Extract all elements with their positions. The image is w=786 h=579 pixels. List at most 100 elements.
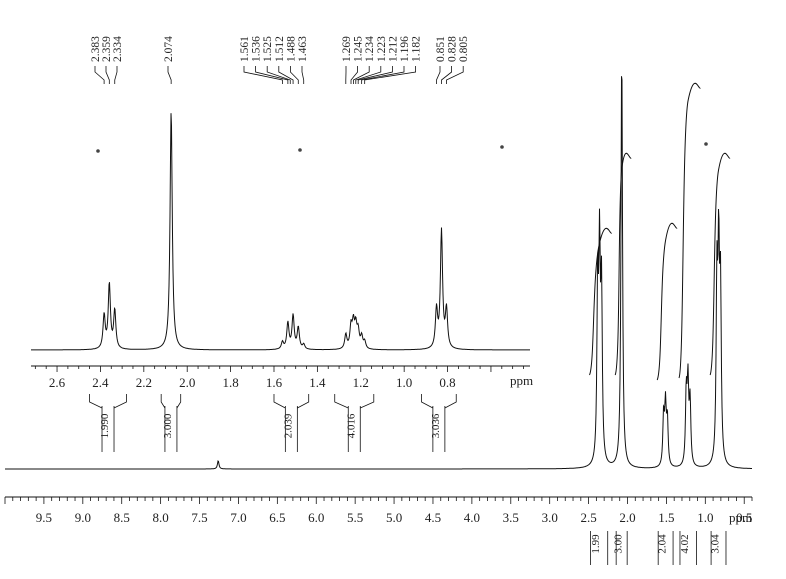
- peak-label: 2.334: [112, 36, 124, 62]
- peak-label-leader: [352, 66, 370, 84]
- peak-label: 1.234: [364, 36, 376, 62]
- peak-label: 1.561: [239, 36, 251, 62]
- peak-label: 0.851: [435, 36, 447, 62]
- main-axis-tick-label: 9.5: [36, 510, 52, 525]
- main-axis-tick-label: 5.0: [386, 510, 402, 525]
- inset-integral-bracket: [421, 394, 457, 409]
- peak-label-leader: [255, 66, 289, 84]
- inset-integral-value: 2.039: [282, 413, 294, 438]
- inset-axis-tick-label: 2.0: [179, 375, 195, 390]
- main-integral-value: 4.02: [679, 534, 691, 553]
- main-axis-tick-label: 4.5: [425, 510, 441, 525]
- main-axis-tick-label: 2.5: [580, 510, 596, 525]
- peak-label-leader: [350, 66, 358, 84]
- peak-label-leader: [355, 66, 382, 84]
- main-integrals: 1.99 3.00 2.04 4.02 3.04: [589, 83, 731, 565]
- peak-label-leader: [266, 66, 291, 84]
- main-axis-tick-label: 3.5: [503, 510, 519, 525]
- peak-label: 0.828: [447, 36, 459, 62]
- dot-marker: [96, 149, 100, 153]
- inset-integral-bracket: [334, 394, 375, 409]
- peak-label-leader: [301, 66, 305, 84]
- peak-label-leader: [446, 66, 464, 84]
- inset-x-axis: 2.6 2.4 2.2 2.0 1.8 1.6 1.4 1.2 1.0 0.8: [31, 365, 530, 390]
- main-integral-curve: [589, 228, 613, 376]
- main-axis-tick-label: 2.0: [619, 510, 635, 525]
- main-spectrum-trace: [5, 76, 752, 470]
- inset-integral-bracket: [89, 394, 127, 409]
- peak-label: 1.525: [262, 36, 274, 62]
- main-spectrum: [5, 76, 752, 470]
- main-axis-tick-label: 4.0: [464, 510, 480, 525]
- peak-label-leader: [167, 66, 172, 84]
- dot-marker: [298, 148, 302, 152]
- inset-integral-value: 3.036: [430, 413, 442, 438]
- main-axis-tick-label: 0.5: [736, 510, 752, 525]
- main-integral-value: 3.00: [613, 534, 625, 554]
- peak-label: 2.359: [101, 36, 113, 62]
- inset-axis-tick-label: 1.2: [353, 375, 369, 390]
- inset-axis-tick-label: 2.6: [49, 375, 66, 390]
- main-integral-curve: [709, 153, 731, 376]
- peak-label-leader: [278, 66, 294, 84]
- peak-label: 1.182: [411, 36, 423, 62]
- peak-label-leader: [243, 66, 283, 84]
- peak-label-leader: [361, 66, 405, 84]
- inset-integral-value: 1.990: [99, 413, 111, 438]
- peak-label: 1.196: [399, 36, 411, 62]
- inset-spectrum: [31, 113, 530, 351]
- peak-label-leader: [357, 66, 393, 84]
- peak-label: 1.463: [297, 36, 309, 62]
- inset-integral-value: 4.016: [345, 413, 357, 438]
- inset-integral-bracket: [273, 394, 310, 409]
- peak-label: 1.488: [285, 36, 297, 62]
- main-axis-tick-label: 8.0: [153, 510, 169, 525]
- inset-spectrum-trace: [31, 113, 530, 351]
- inset-axis-tick-label: 1.4: [309, 375, 326, 390]
- peak-label: 1.536: [251, 36, 263, 62]
- main-axis-tick-label: 7.5: [191, 510, 207, 525]
- main-axis-tick-label: 8.5: [114, 510, 130, 525]
- inset-integrals: 1.990 3.000 2.039 4.016 3.036: [89, 394, 457, 452]
- main-x-axis: 9.5 9.0 8.5 8.0 7.5 7.0 6.5 6.0 5.5 5.0 4.5 4.0 3.5 3…: [4, 496, 753, 525]
- main-x-axis-label: ppm: [729, 510, 752, 525]
- dot-marker: [500, 145, 504, 149]
- peak-label-leader: [94, 66, 105, 84]
- peak-label-leader: [114, 66, 118, 84]
- peak-label: 1.223: [376, 36, 388, 62]
- dot-marker: [704, 142, 708, 146]
- peak-label: 1.212: [387, 36, 399, 62]
- main-axis-tick-label: 5.5: [347, 510, 363, 525]
- inset-axis-tick-label: 2.2: [136, 375, 152, 390]
- peak-label: 2.074: [163, 36, 175, 62]
- peak-label-leader: [290, 66, 299, 84]
- main-axis-tick-label: 1.5: [658, 510, 674, 525]
- peak-label: 0.805: [458, 36, 470, 62]
- peak-label-leader: [441, 66, 452, 84]
- peak-label-leader: [364, 66, 416, 84]
- main-integral-curve: [614, 153, 632, 376]
- main-integral-value: 1.99: [590, 534, 602, 554]
- inset-integral-value: 3.000: [162, 413, 174, 438]
- peak-labels: 2.383 2.359 2.334 2.074 1.561 1.536 1.525 1.512…: [90, 36, 470, 84]
- peak-label-leader: [436, 66, 441, 84]
- main-integral-curve: [678, 83, 701, 379]
- main-axis-tick-label: 6.5: [269, 510, 285, 525]
- main-axis-tick-label: 1.0: [697, 510, 713, 525]
- peak-label: 1.245: [353, 36, 365, 62]
- inset-integral-bracket: [160, 394, 182, 409]
- dot-markers: [96, 142, 708, 153]
- main-axis-tick-label: 7.0: [230, 510, 246, 525]
- inset-axis-tick-label: 1.6: [266, 375, 283, 390]
- main-integral-curve: [656, 223, 678, 381]
- inset-axis-tick-label: 2.4: [92, 375, 109, 390]
- peak-label: 1.512: [274, 36, 286, 62]
- inset-axis-tick-label: 0.8: [439, 375, 455, 390]
- main-axis-tick-label: 3.0: [542, 510, 558, 525]
- inset-x-axis-label: ppm: [510, 373, 533, 388]
- main-integral-value: 3.04: [710, 534, 722, 554]
- peak-label-leader: [105, 66, 110, 84]
- main-integral-value: 2.04: [657, 534, 669, 554]
- inset-axis-tick-label: 1.8: [222, 375, 238, 390]
